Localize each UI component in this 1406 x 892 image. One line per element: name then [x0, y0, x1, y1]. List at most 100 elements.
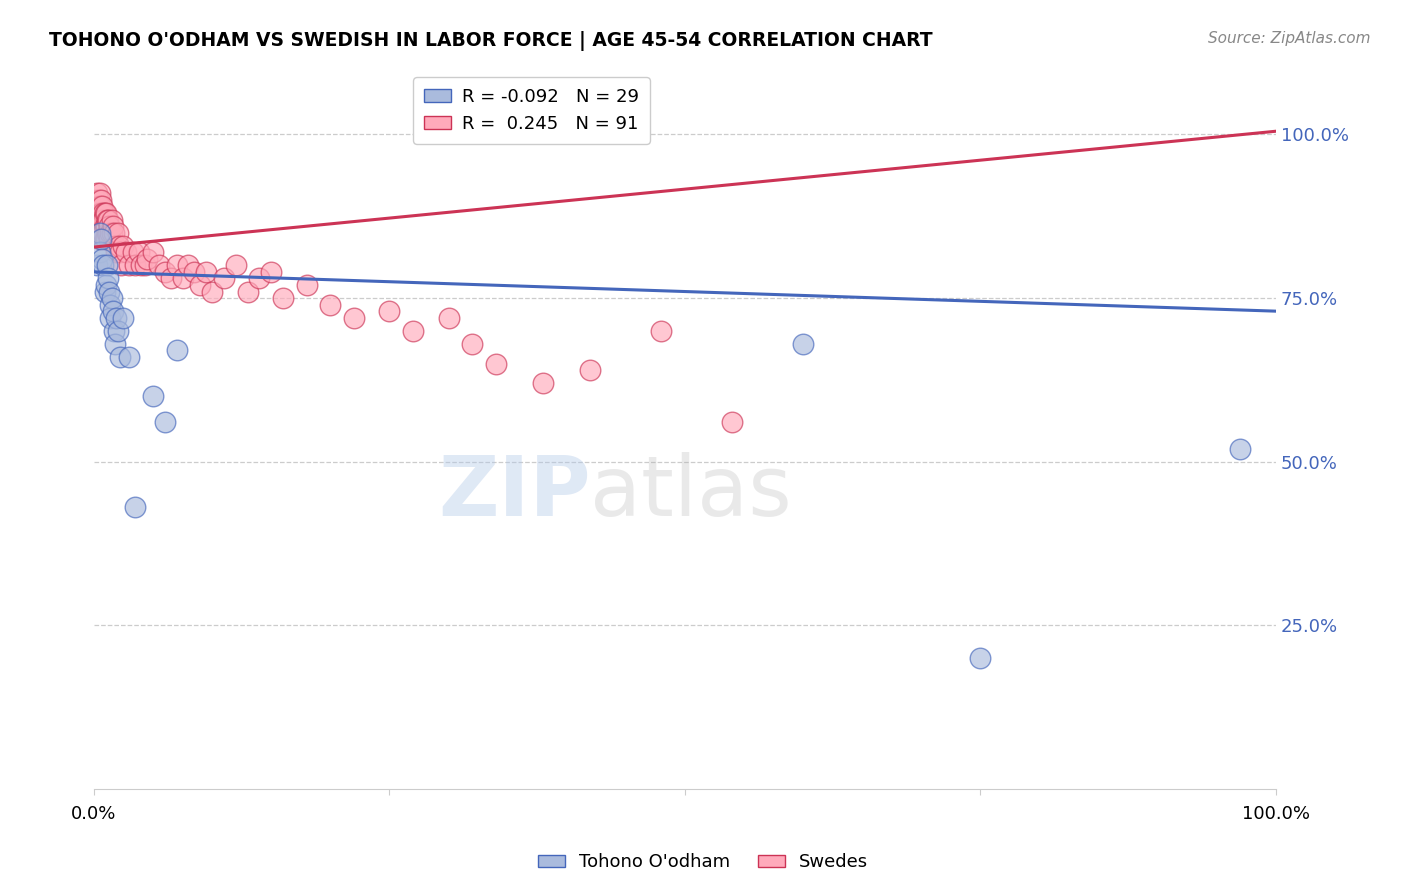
Point [103, 226, 125, 240]
Point [225, 258, 247, 272]
Point [89, 186, 111, 201]
Point [136, 252, 159, 266]
Point [112, 238, 135, 252]
Point [107, 238, 129, 252]
Point [86, 219, 108, 233]
Point [124, 258, 146, 272]
Point [90, 226, 112, 240]
Point [100, 212, 122, 227]
Point [103, 324, 125, 338]
Point [90, 212, 112, 227]
Point [84, 212, 107, 227]
Point [172, 271, 194, 285]
Legend: R = -0.092   N = 29, R =  0.245   N = 91: R = -0.092 N = 29, R = 0.245 N = 91 [413, 77, 650, 144]
Point [108, 350, 131, 364]
Point [212, 271, 235, 285]
Point [94, 277, 117, 292]
Point [142, 389, 165, 403]
Point [343, 310, 366, 325]
Point [579, 363, 602, 377]
Point [91, 252, 114, 266]
Point [93, 285, 115, 299]
Point [96, 212, 118, 227]
Point [91, 212, 114, 227]
Point [107, 324, 129, 338]
Point [98, 285, 121, 299]
Point [94, 219, 117, 233]
Point [271, 291, 294, 305]
Text: ZIP: ZIP [437, 451, 591, 533]
Text: Source: ZipAtlas.com: Source: ZipAtlas.com [1208, 31, 1371, 46]
Point [105, 245, 128, 260]
Point [319, 297, 342, 311]
Point [89, 206, 111, 220]
Point [195, 265, 218, 279]
Point [969, 651, 991, 665]
Point [87, 206, 110, 220]
Point [249, 271, 271, 285]
Point [378, 304, 401, 318]
Point [86, 186, 108, 201]
Point [84, 219, 107, 233]
Point [93, 258, 115, 272]
Point [89, 226, 111, 240]
Point [118, 258, 141, 272]
Point [153, 416, 176, 430]
Point [101, 219, 124, 233]
Point [108, 245, 131, 260]
Point [437, 310, 460, 325]
Point [260, 265, 283, 279]
Point [86, 212, 108, 227]
Point [97, 212, 120, 227]
Point [104, 337, 127, 351]
Text: atlas: atlas [591, 451, 792, 533]
Point [91, 199, 114, 213]
Point [93, 226, 115, 240]
Point [91, 232, 114, 246]
Point [91, 226, 114, 240]
Point [90, 193, 112, 207]
Point [84, 206, 107, 220]
Point [201, 285, 224, 299]
Point [86, 199, 108, 213]
Point [94, 232, 117, 246]
Point [100, 297, 122, 311]
Point [86, 258, 108, 272]
Point [128, 245, 150, 260]
Point [461, 337, 484, 351]
Point [98, 219, 121, 233]
Point [485, 357, 508, 371]
Point [112, 310, 135, 325]
Point [118, 350, 141, 364]
Point [142, 245, 165, 260]
Point [96, 258, 118, 272]
Point [100, 310, 122, 325]
Point [1229, 442, 1251, 456]
Point [110, 258, 132, 272]
Point [84, 226, 107, 240]
Point [90, 206, 112, 220]
Point [104, 238, 127, 252]
Point [650, 324, 672, 338]
Point [89, 232, 111, 246]
Point [134, 258, 156, 272]
Point [97, 226, 120, 240]
Point [98, 232, 121, 246]
Point [295, 277, 318, 292]
Point [531, 376, 554, 391]
Point [402, 324, 425, 338]
Point [183, 265, 205, 279]
Point [89, 199, 111, 213]
Point [100, 291, 122, 305]
Point [96, 226, 118, 240]
Point [166, 258, 188, 272]
Point [100, 226, 122, 240]
Text: TOHONO O'ODHAM VS SWEDISH IN LABOR FORCE | AGE 45-54 CORRELATION CHART: TOHONO O'ODHAM VS SWEDISH IN LABOR FORCE… [49, 31, 932, 51]
Point [93, 212, 115, 227]
Point [84, 193, 107, 207]
Point [107, 226, 129, 240]
Point [97, 271, 120, 285]
Legend: Tohono O'odham, Swedes: Tohono O'odham, Swedes [530, 847, 876, 879]
Point [177, 258, 200, 272]
Point [148, 258, 170, 272]
